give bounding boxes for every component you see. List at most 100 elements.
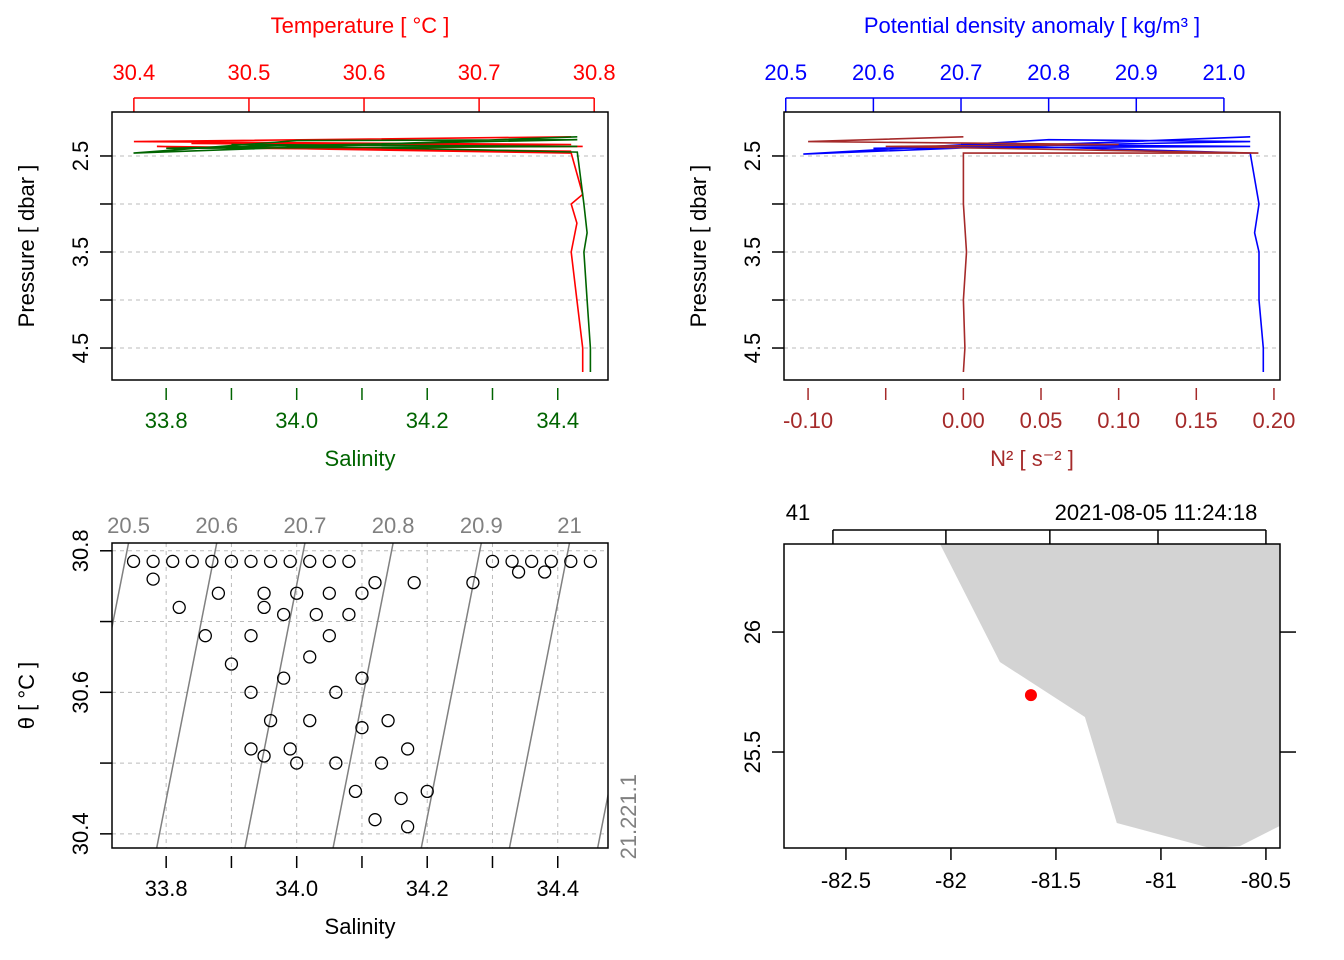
isopycnal-label: 20.7 bbox=[284, 513, 327, 538]
ts-point bbox=[283, 742, 297, 756]
x-tick-label: -0.10 bbox=[783, 408, 833, 433]
x2-tick-label: 20.8 bbox=[1027, 60, 1070, 85]
x-tick-label: -82.5 bbox=[821, 868, 871, 893]
x-tick-label: 0.10 bbox=[1097, 408, 1140, 433]
x2-tick-label: 21.0 bbox=[1203, 60, 1246, 85]
y-axis-label: Pressure [ dbar ] bbox=[14, 165, 39, 328]
ts-point bbox=[583, 554, 598, 569]
x-tick-label: 34.4 bbox=[536, 408, 579, 433]
ts-point bbox=[283, 554, 297, 569]
ts-point bbox=[290, 756, 304, 770]
ts-point bbox=[355, 671, 369, 685]
ts-point bbox=[485, 554, 500, 569]
x-tick-label: 0.00 bbox=[942, 408, 985, 433]
ts-point bbox=[244, 685, 258, 699]
plot-frame bbox=[783, 543, 1281, 849]
ts-point bbox=[303, 713, 317, 728]
ts-point bbox=[146, 572, 160, 586]
x-tick-label: -80.5 bbox=[1241, 868, 1291, 893]
x-axis-label: N² [ s⁻² ] bbox=[990, 446, 1074, 471]
ts-point bbox=[466, 575, 480, 590]
ts-point bbox=[244, 554, 258, 569]
station-time: 2021-08-05 11:24:18 bbox=[1055, 500, 1258, 525]
x-tick-label: 34.4 bbox=[536, 876, 579, 901]
x-tick-label: -81 bbox=[1145, 868, 1177, 893]
profile-line bbox=[803, 136, 1265, 372]
ts-point bbox=[198, 629, 212, 643]
isopycnal bbox=[508, 543, 571, 848]
isopycnal-label: 21 bbox=[557, 513, 581, 538]
ts-point bbox=[244, 742, 258, 756]
y-tick-label: 3.5 bbox=[68, 237, 93, 268]
x-tick-label: 0.15 bbox=[1175, 408, 1218, 433]
ts-point bbox=[276, 671, 291, 685]
ts-point bbox=[257, 586, 271, 600]
x2-tick-label: 20.6 bbox=[852, 60, 895, 85]
x2-tick-label: 20.5 bbox=[764, 60, 807, 85]
profile-line bbox=[133, 136, 592, 372]
ts-point bbox=[381, 713, 395, 728]
ts-point bbox=[172, 600, 186, 615]
y-tick-label: 3.5 bbox=[740, 237, 765, 268]
x2-tick-label: 30.4 bbox=[112, 60, 155, 85]
ts-point bbox=[322, 554, 336, 569]
ts-point bbox=[290, 586, 304, 600]
ts-point bbox=[126, 554, 141, 569]
isopycnal bbox=[155, 543, 218, 848]
ts-point bbox=[329, 685, 343, 699]
ts-point bbox=[342, 554, 356, 569]
ts-point bbox=[342, 607, 356, 622]
ts-point bbox=[211, 586, 226, 600]
ts-point bbox=[185, 554, 199, 569]
x2-axis-label: Temperature [ °C ] bbox=[271, 13, 450, 38]
y-tick-label: 4.5 bbox=[740, 333, 765, 364]
x2-tick-label: 30.7 bbox=[458, 60, 501, 85]
x-axis-label: Salinity bbox=[325, 914, 396, 939]
isopycnal bbox=[686, 543, 746, 848]
ts-point bbox=[400, 742, 415, 756]
ts-point bbox=[309, 607, 323, 622]
ts-point bbox=[394, 791, 408, 806]
x-tick-label: 0.05 bbox=[1020, 408, 1063, 433]
ts-point bbox=[146, 554, 160, 569]
isopycnal-label: 21.1 bbox=[616, 774, 641, 817]
ts-point bbox=[303, 554, 317, 569]
x2-axis-label: Potential density anomaly [ kg/m³ ] bbox=[864, 13, 1200, 38]
x-tick-label: 0.20 bbox=[1253, 408, 1296, 433]
ts-point bbox=[329, 756, 343, 770]
plot-area bbox=[803, 136, 1265, 373]
isopycnal bbox=[112, 543, 130, 631]
ts-point bbox=[166, 554, 180, 569]
y-tick-label: 30.4 bbox=[68, 812, 93, 855]
station bbox=[1024, 689, 1037, 702]
x-axis-label: Salinity bbox=[325, 446, 396, 471]
y-tick-label: 25.5 bbox=[740, 731, 765, 774]
isopycnal-label: 21.2 bbox=[616, 817, 641, 860]
plot-frame bbox=[783, 111, 1281, 381]
y-tick-label: 2.5 bbox=[740, 141, 765, 172]
ts-point bbox=[303, 650, 317, 664]
x-tick-label: 33.8 bbox=[145, 408, 188, 433]
isopycnal-label: 20.5 bbox=[107, 513, 150, 538]
isopycnal-label: 20.6 bbox=[195, 513, 238, 538]
plot-area bbox=[133, 136, 592, 372]
isopycnal-label: 20.9 bbox=[460, 513, 503, 538]
ts-point bbox=[368, 813, 382, 827]
x-tick-label: 33.8 bbox=[145, 876, 188, 901]
ts-point bbox=[348, 784, 363, 799]
x-tick-label: -81.5 bbox=[1031, 868, 1081, 893]
profile-line bbox=[808, 136, 1259, 373]
ts-point bbox=[544, 554, 558, 569]
isopycnal bbox=[244, 543, 306, 848]
y-tick-label: 30.6 bbox=[68, 671, 93, 714]
ts-point bbox=[355, 721, 369, 735]
ts-point bbox=[276, 607, 291, 622]
ts-point bbox=[564, 554, 578, 569]
ts-point bbox=[263, 713, 278, 728]
ts-point bbox=[224, 657, 239, 671]
ts-point bbox=[407, 575, 421, 590]
ts-point bbox=[505, 554, 519, 569]
profile-line bbox=[133, 136, 584, 372]
x2-tick-label: 20.7 bbox=[940, 60, 983, 85]
ts-point bbox=[368, 575, 382, 590]
